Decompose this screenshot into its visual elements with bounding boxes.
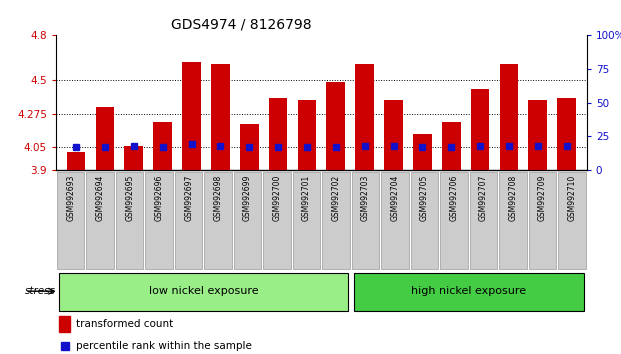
- Bar: [240, 124, 258, 170]
- FancyBboxPatch shape: [353, 273, 584, 311]
- Text: GSM992701: GSM992701: [302, 175, 311, 221]
- Text: GSM992699: GSM992699: [243, 175, 252, 221]
- FancyBboxPatch shape: [175, 172, 202, 269]
- Text: GSM992695: GSM992695: [125, 175, 134, 221]
- FancyBboxPatch shape: [86, 172, 114, 269]
- FancyBboxPatch shape: [293, 172, 320, 269]
- FancyBboxPatch shape: [558, 172, 586, 269]
- Bar: [442, 122, 461, 170]
- Text: GSM992698: GSM992698: [214, 175, 222, 221]
- Text: stress: stress: [24, 286, 55, 296]
- Text: GSM992700: GSM992700: [273, 175, 281, 221]
- Text: GSM992708: GSM992708: [509, 175, 517, 221]
- Text: GSM992705: GSM992705: [420, 175, 429, 221]
- Bar: [557, 98, 576, 170]
- Bar: [96, 107, 114, 170]
- Bar: [124, 146, 143, 170]
- Bar: [66, 152, 86, 170]
- FancyBboxPatch shape: [352, 172, 379, 269]
- Text: GSM992706: GSM992706: [450, 175, 458, 221]
- FancyBboxPatch shape: [381, 172, 409, 269]
- Bar: [297, 100, 316, 170]
- Bar: [499, 64, 519, 170]
- Text: GSM992709: GSM992709: [538, 175, 547, 221]
- Bar: [471, 89, 489, 170]
- Bar: [384, 100, 403, 170]
- FancyBboxPatch shape: [204, 172, 232, 269]
- FancyBboxPatch shape: [57, 172, 84, 269]
- Text: GSM992693: GSM992693: [66, 175, 75, 221]
- FancyBboxPatch shape: [58, 273, 348, 311]
- FancyBboxPatch shape: [499, 172, 527, 269]
- FancyBboxPatch shape: [470, 172, 497, 269]
- Text: GSM992694: GSM992694: [96, 175, 104, 221]
- Bar: [528, 100, 547, 170]
- Text: GSM992702: GSM992702: [332, 175, 340, 221]
- Bar: [211, 64, 230, 170]
- Bar: [269, 98, 288, 170]
- Text: percentile rank within the sample: percentile rank within the sample: [76, 341, 252, 351]
- Text: low nickel exposure: low nickel exposure: [148, 286, 258, 296]
- Bar: [413, 134, 432, 170]
- Bar: [182, 62, 201, 170]
- Text: GSM992696: GSM992696: [155, 175, 163, 221]
- FancyBboxPatch shape: [116, 172, 143, 269]
- Bar: [327, 82, 345, 170]
- FancyBboxPatch shape: [411, 172, 438, 269]
- Bar: [153, 122, 172, 170]
- Text: GSM992707: GSM992707: [479, 175, 488, 221]
- FancyBboxPatch shape: [145, 172, 173, 269]
- FancyBboxPatch shape: [440, 172, 468, 269]
- FancyBboxPatch shape: [234, 172, 261, 269]
- Text: GSM992704: GSM992704: [391, 175, 399, 221]
- Text: GSM992710: GSM992710: [568, 175, 576, 221]
- Text: high nickel exposure: high nickel exposure: [411, 286, 527, 296]
- FancyBboxPatch shape: [322, 172, 350, 269]
- Text: GSM992697: GSM992697: [184, 175, 193, 221]
- Bar: [59, 316, 71, 332]
- FancyBboxPatch shape: [263, 172, 291, 269]
- Text: transformed count: transformed count: [76, 319, 174, 329]
- FancyBboxPatch shape: [529, 172, 556, 269]
- Bar: [355, 64, 374, 170]
- Text: GSM992703: GSM992703: [361, 175, 370, 221]
- Text: GDS4974 / 8126798: GDS4974 / 8126798: [171, 18, 312, 32]
